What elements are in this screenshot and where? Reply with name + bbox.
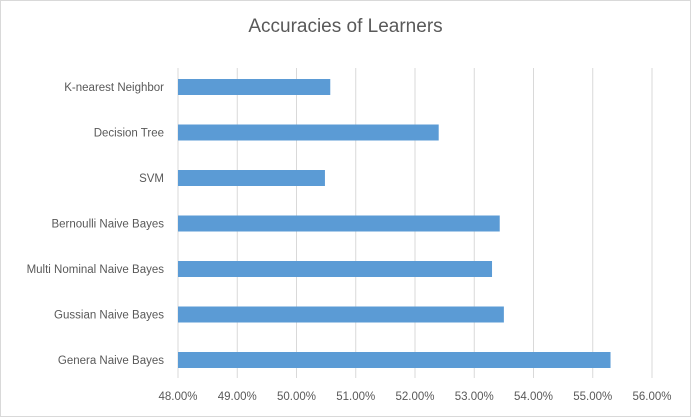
category-label: K-nearest Neighbor (64, 82, 164, 94)
x-tick-label: 51.00% (336, 391, 375, 403)
x-tick-label: 49.00% (218, 391, 257, 403)
chart-title: Accuracies of Learners (248, 16, 443, 37)
x-tick-label: 53.00% (455, 391, 494, 403)
category-label: Decision Tree (94, 128, 164, 140)
category-label: Multi Nominal Naive Bayes (27, 264, 165, 276)
bar (178, 261, 493, 277)
bar (178, 352, 611, 368)
bar (178, 79, 331, 95)
bar (178, 170, 325, 186)
x-tick-label: 52.00% (395, 391, 434, 403)
category-label: Genera Naive Bayes (58, 355, 164, 367)
x-tick-label: 48.00% (158, 391, 197, 403)
x-tick-label: 56.00% (632, 391, 671, 403)
category-label: Gussian Naive Bayes (54, 310, 164, 322)
bar (178, 306, 504, 323)
x-tick-label: 54.00% (514, 391, 553, 403)
category-label: SVM (139, 173, 164, 185)
x-tick-label: 50.00% (277, 391, 316, 403)
x-tick-label: 55.00% (573, 391, 612, 403)
category-label: Bernoulli Naive Bayes (51, 219, 164, 231)
bar (178, 215, 500, 232)
bar (178, 124, 439, 141)
